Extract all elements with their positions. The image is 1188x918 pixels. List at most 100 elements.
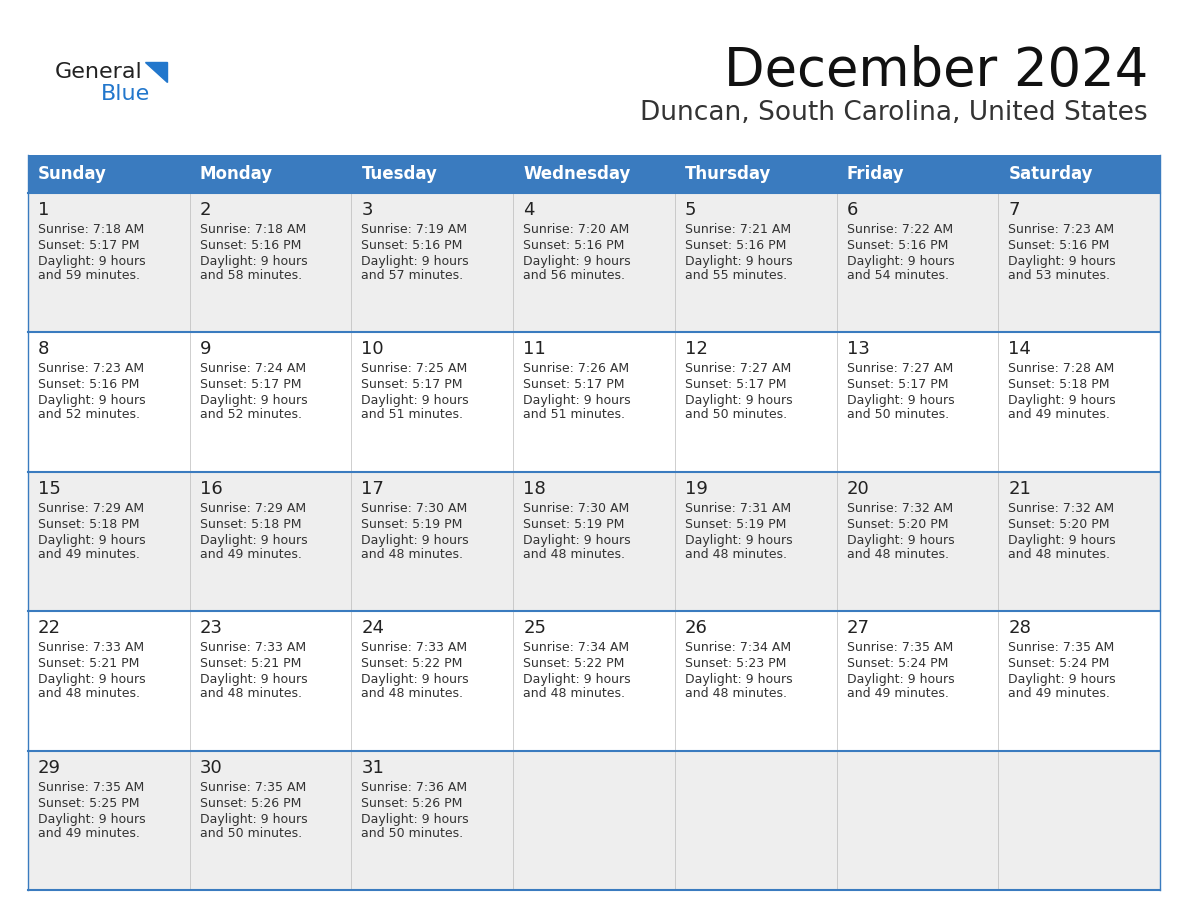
- Text: Sunrise: 7:28 AM: Sunrise: 7:28 AM: [1009, 363, 1114, 375]
- Text: and 59 minutes.: and 59 minutes.: [38, 269, 140, 282]
- Text: Daylight: 9 hours: Daylight: 9 hours: [684, 255, 792, 268]
- Text: Sunset: 5:19 PM: Sunset: 5:19 PM: [684, 518, 786, 531]
- Text: and 48 minutes.: and 48 minutes.: [684, 688, 786, 700]
- Text: and 48 minutes.: and 48 minutes.: [523, 688, 625, 700]
- Text: and 48 minutes.: and 48 minutes.: [684, 548, 786, 561]
- Text: 20: 20: [847, 480, 870, 498]
- Text: and 48 minutes.: and 48 minutes.: [361, 688, 463, 700]
- Text: and 51 minutes.: and 51 minutes.: [523, 409, 625, 421]
- Text: Sunset: 5:16 PM: Sunset: 5:16 PM: [361, 239, 463, 252]
- Text: Friday: Friday: [847, 165, 904, 183]
- Text: 18: 18: [523, 480, 546, 498]
- Text: 7: 7: [1009, 201, 1019, 219]
- Bar: [29, 155, 190, 193]
- Bar: [29, 611, 1159, 751]
- Text: 17: 17: [361, 480, 384, 498]
- Text: 31: 31: [361, 758, 384, 777]
- Text: Sunrise: 7:33 AM: Sunrise: 7:33 AM: [361, 641, 468, 655]
- Text: and 50 minutes.: and 50 minutes.: [361, 826, 463, 840]
- Text: Sunrise: 7:29 AM: Sunrise: 7:29 AM: [200, 502, 305, 515]
- Text: 14: 14: [1009, 341, 1031, 358]
- Text: Sunset: 5:16 PM: Sunset: 5:16 PM: [38, 378, 139, 391]
- Text: Duncan, South Carolina, United States: Duncan, South Carolina, United States: [640, 100, 1148, 126]
- Bar: [190, 155, 352, 193]
- Text: and 48 minutes.: and 48 minutes.: [523, 548, 625, 561]
- Text: Blue: Blue: [101, 84, 150, 104]
- Text: Sunrise: 7:26 AM: Sunrise: 7:26 AM: [523, 363, 630, 375]
- Text: 12: 12: [684, 341, 708, 358]
- Bar: [29, 751, 1159, 890]
- Text: Daylight: 9 hours: Daylight: 9 hours: [200, 533, 308, 547]
- Text: Saturday: Saturday: [1009, 165, 1093, 183]
- Text: and 48 minutes.: and 48 minutes.: [38, 688, 140, 700]
- Text: Sunset: 5:17 PM: Sunset: 5:17 PM: [684, 378, 786, 391]
- Text: 16: 16: [200, 480, 222, 498]
- Text: Sunset: 5:22 PM: Sunset: 5:22 PM: [523, 657, 625, 670]
- Text: 2: 2: [200, 201, 211, 219]
- Text: and 56 minutes.: and 56 minutes.: [523, 269, 625, 282]
- Text: 26: 26: [684, 620, 708, 637]
- Bar: [352, 155, 513, 193]
- Text: and 52 minutes.: and 52 minutes.: [200, 409, 302, 421]
- Text: Sunrise: 7:35 AM: Sunrise: 7:35 AM: [200, 780, 307, 793]
- Text: Daylight: 9 hours: Daylight: 9 hours: [523, 533, 631, 547]
- Text: Daylight: 9 hours: Daylight: 9 hours: [847, 255, 954, 268]
- Text: Sunrise: 7:34 AM: Sunrise: 7:34 AM: [684, 641, 791, 655]
- Text: Sunset: 5:18 PM: Sunset: 5:18 PM: [1009, 378, 1110, 391]
- Text: Tuesday: Tuesday: [361, 165, 437, 183]
- Text: and 52 minutes.: and 52 minutes.: [38, 409, 140, 421]
- Text: Sunrise: 7:29 AM: Sunrise: 7:29 AM: [38, 502, 144, 515]
- Text: Sunrise: 7:34 AM: Sunrise: 7:34 AM: [523, 641, 630, 655]
- Bar: [29, 193, 1159, 332]
- Text: Sunrise: 7:30 AM: Sunrise: 7:30 AM: [523, 502, 630, 515]
- Text: Daylight: 9 hours: Daylight: 9 hours: [361, 533, 469, 547]
- Text: Sunrise: 7:25 AM: Sunrise: 7:25 AM: [361, 363, 468, 375]
- Text: Sunset: 5:18 PM: Sunset: 5:18 PM: [200, 518, 302, 531]
- Text: and 58 minutes.: and 58 minutes.: [200, 269, 302, 282]
- Text: Sunset: 5:19 PM: Sunset: 5:19 PM: [523, 518, 625, 531]
- Text: Sunset: 5:16 PM: Sunset: 5:16 PM: [847, 239, 948, 252]
- Text: and 48 minutes.: and 48 minutes.: [361, 548, 463, 561]
- Text: 4: 4: [523, 201, 535, 219]
- Text: and 50 minutes.: and 50 minutes.: [684, 409, 786, 421]
- Text: Sunset: 5:24 PM: Sunset: 5:24 PM: [1009, 657, 1110, 670]
- Text: and 49 minutes.: and 49 minutes.: [38, 548, 140, 561]
- Text: and 49 minutes.: and 49 minutes.: [1009, 409, 1110, 421]
- Text: and 51 minutes.: and 51 minutes.: [361, 409, 463, 421]
- Text: General: General: [55, 62, 143, 82]
- Text: Daylight: 9 hours: Daylight: 9 hours: [361, 812, 469, 825]
- Text: Sunset: 5:21 PM: Sunset: 5:21 PM: [200, 657, 301, 670]
- Text: Sunrise: 7:18 AM: Sunrise: 7:18 AM: [38, 223, 144, 236]
- Text: Sunrise: 7:23 AM: Sunrise: 7:23 AM: [1009, 223, 1114, 236]
- Text: Sunset: 5:17 PM: Sunset: 5:17 PM: [361, 378, 463, 391]
- Polygon shape: [145, 62, 168, 82]
- Text: Sunset: 5:21 PM: Sunset: 5:21 PM: [38, 657, 139, 670]
- Text: and 49 minutes.: and 49 minutes.: [38, 826, 140, 840]
- Text: Sunset: 5:17 PM: Sunset: 5:17 PM: [38, 239, 139, 252]
- Bar: [513, 155, 675, 193]
- Text: Sunset: 5:17 PM: Sunset: 5:17 PM: [523, 378, 625, 391]
- Text: Sunset: 5:17 PM: Sunset: 5:17 PM: [200, 378, 302, 391]
- Text: Daylight: 9 hours: Daylight: 9 hours: [200, 255, 308, 268]
- Text: Sunrise: 7:36 AM: Sunrise: 7:36 AM: [361, 780, 468, 793]
- Text: and 48 minutes.: and 48 minutes.: [847, 548, 948, 561]
- Text: and 50 minutes.: and 50 minutes.: [200, 826, 302, 840]
- Text: and 54 minutes.: and 54 minutes.: [847, 269, 948, 282]
- Text: Daylight: 9 hours: Daylight: 9 hours: [361, 673, 469, 686]
- Text: Sunrise: 7:27 AM: Sunrise: 7:27 AM: [684, 363, 791, 375]
- Text: Sunset: 5:24 PM: Sunset: 5:24 PM: [847, 657, 948, 670]
- Text: Daylight: 9 hours: Daylight: 9 hours: [38, 395, 146, 408]
- Text: Daylight: 9 hours: Daylight: 9 hours: [38, 255, 146, 268]
- Text: Wednesday: Wednesday: [523, 165, 631, 183]
- Text: 1: 1: [38, 201, 50, 219]
- Text: Sunset: 5:20 PM: Sunset: 5:20 PM: [847, 518, 948, 531]
- Text: Daylight: 9 hours: Daylight: 9 hours: [684, 673, 792, 686]
- Text: Sunrise: 7:21 AM: Sunrise: 7:21 AM: [684, 223, 791, 236]
- Text: Sunset: 5:17 PM: Sunset: 5:17 PM: [847, 378, 948, 391]
- Text: Daylight: 9 hours: Daylight: 9 hours: [847, 395, 954, 408]
- Text: Sunset: 5:26 PM: Sunset: 5:26 PM: [361, 797, 463, 810]
- Text: and 57 minutes.: and 57 minutes.: [361, 269, 463, 282]
- Text: 8: 8: [38, 341, 50, 358]
- Text: Daylight: 9 hours: Daylight: 9 hours: [847, 533, 954, 547]
- Text: Daylight: 9 hours: Daylight: 9 hours: [38, 673, 146, 686]
